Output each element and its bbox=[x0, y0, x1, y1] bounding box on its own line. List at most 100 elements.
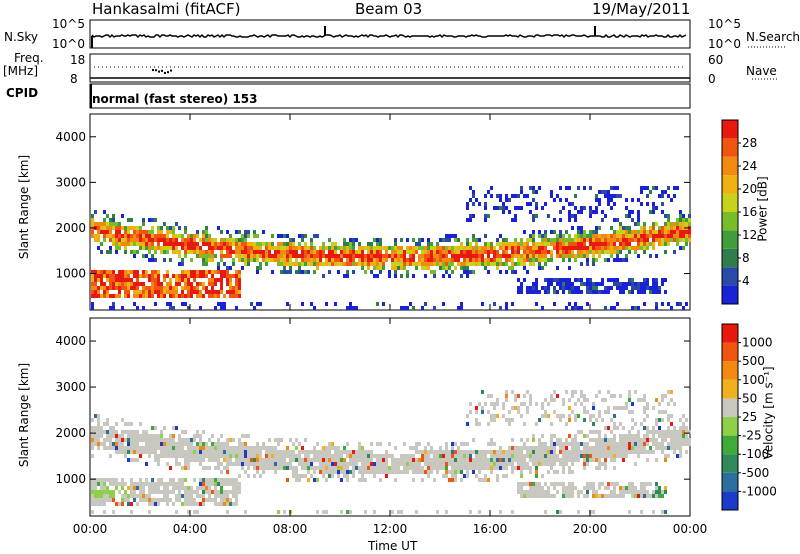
velocity-cell bbox=[676, 430, 679, 434]
velocity-cell bbox=[673, 402, 676, 406]
power-cell bbox=[283, 266, 286, 270]
power-cell bbox=[421, 266, 424, 270]
velocity-cell bbox=[220, 462, 223, 466]
velocity-cell bbox=[106, 418, 109, 422]
power-cell bbox=[433, 270, 436, 274]
power-cell bbox=[448, 266, 451, 270]
power-cell bbox=[376, 262, 379, 266]
velocity-cell bbox=[646, 494, 649, 498]
power-cell bbox=[460, 262, 463, 266]
power-cell bbox=[517, 242, 520, 246]
power-cell bbox=[253, 258, 256, 262]
power-cell bbox=[580, 206, 583, 210]
power-cell bbox=[604, 286, 607, 290]
power-cell bbox=[118, 270, 121, 274]
velocity-cell bbox=[517, 446, 520, 450]
power-cell bbox=[487, 258, 490, 262]
power-cell bbox=[478, 238, 481, 242]
velocity-cell bbox=[439, 454, 442, 458]
velocity-cell bbox=[463, 462, 466, 466]
power-cell bbox=[214, 254, 217, 258]
velocity-cell bbox=[247, 466, 250, 470]
power-cell bbox=[133, 290, 136, 294]
power-cell bbox=[100, 274, 103, 278]
power-cell bbox=[403, 254, 406, 258]
xtick-label: 04:00 bbox=[173, 522, 208, 536]
velocity-cell bbox=[196, 494, 199, 498]
velocity-cell bbox=[604, 410, 607, 414]
velocity-cell bbox=[547, 470, 550, 474]
power-cell bbox=[310, 246, 313, 250]
power-cell bbox=[673, 194, 676, 198]
power-cell bbox=[511, 270, 514, 274]
velocity-cell bbox=[331, 466, 334, 470]
velocity-cell bbox=[292, 470, 295, 474]
power-cell bbox=[100, 286, 103, 290]
power-cell bbox=[202, 234, 205, 238]
power-cell bbox=[232, 262, 235, 266]
power-cell bbox=[115, 234, 118, 238]
power-cell bbox=[133, 230, 136, 234]
power-cell bbox=[151, 226, 154, 230]
velocity-cell bbox=[496, 466, 499, 470]
power-cell bbox=[97, 246, 100, 250]
power-cell bbox=[658, 230, 661, 234]
power-cell bbox=[343, 238, 346, 242]
power-cell bbox=[469, 258, 472, 262]
power-cell bbox=[238, 286, 241, 290]
velocity-cell bbox=[535, 462, 538, 466]
power-cell bbox=[175, 222, 178, 226]
power-cell bbox=[91, 222, 94, 226]
velocity-cell bbox=[313, 454, 316, 458]
power-cell bbox=[619, 282, 622, 286]
velocity-cell bbox=[97, 434, 100, 438]
velocity-cell bbox=[172, 450, 175, 454]
velocity-cell bbox=[400, 510, 403, 514]
freq-label: Freq. bbox=[14, 51, 44, 65]
power-cell bbox=[619, 258, 622, 262]
power-cell bbox=[154, 302, 157, 306]
power-cell bbox=[118, 282, 121, 286]
power-cell bbox=[349, 302, 352, 306]
velocity-cell bbox=[643, 450, 646, 454]
power-cell bbox=[559, 234, 562, 238]
velocity-cell bbox=[592, 458, 595, 462]
power-cell bbox=[406, 246, 409, 250]
velocity-cell bbox=[631, 402, 634, 406]
velocity-cell bbox=[679, 454, 682, 458]
velocity-cell bbox=[613, 406, 616, 410]
power-cell bbox=[679, 246, 682, 250]
velocity-cell bbox=[475, 458, 478, 462]
velocity-cell bbox=[280, 458, 283, 462]
power-cell bbox=[193, 250, 196, 254]
velocity-cell bbox=[172, 426, 175, 430]
power-cell bbox=[682, 222, 685, 226]
power-cell bbox=[325, 258, 328, 262]
power-cell bbox=[235, 254, 238, 258]
velocity-cell bbox=[307, 458, 310, 462]
velocity-cell bbox=[583, 410, 586, 414]
power-cell bbox=[196, 286, 199, 290]
power-cell bbox=[655, 222, 658, 226]
power-cell bbox=[511, 194, 514, 198]
velocity-cell bbox=[550, 394, 553, 398]
velocity-cell bbox=[199, 438, 202, 442]
power-cell bbox=[679, 238, 682, 242]
velocity-cell bbox=[646, 402, 649, 406]
power-cell bbox=[181, 274, 184, 278]
velocity-cell bbox=[241, 442, 244, 446]
power-cell bbox=[220, 278, 223, 282]
velocity-cell bbox=[535, 466, 538, 470]
velocity-cell bbox=[565, 486, 568, 490]
power-cell bbox=[112, 234, 115, 238]
power-cell bbox=[187, 290, 190, 294]
velocity-colorbar-tick-label: -25 bbox=[742, 429, 762, 443]
power-cell bbox=[640, 246, 643, 250]
velocity-cell bbox=[244, 434, 247, 438]
velocity-cell bbox=[235, 486, 238, 490]
power-cell bbox=[532, 242, 535, 246]
power-cell bbox=[292, 250, 295, 254]
velocity-cell bbox=[592, 438, 595, 442]
velocity-cell bbox=[103, 446, 106, 450]
power-cell bbox=[181, 294, 184, 298]
